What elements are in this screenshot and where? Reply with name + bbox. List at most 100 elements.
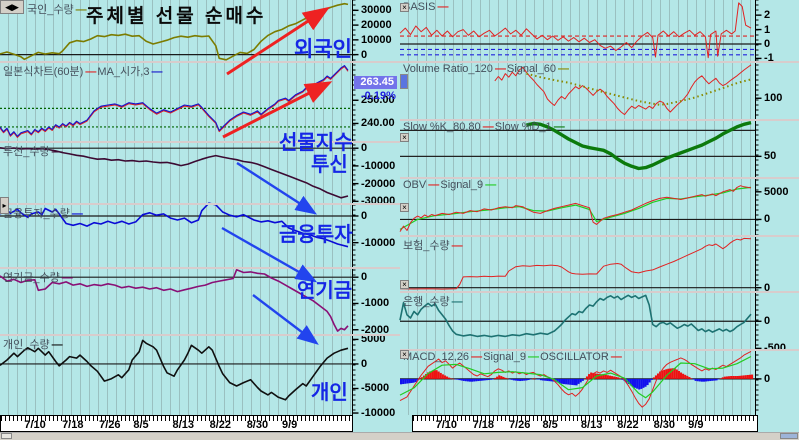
x-tick-label: 9/9 bbox=[281, 419, 298, 431]
panel-legend-pension: 연기금_수량 — bbox=[3, 269, 73, 285]
chart-panel-insurance: 보험_수량 — bbox=[399, 236, 755, 292]
close-panel-button[interactable]: × bbox=[400, 133, 409, 142]
chart-panel-bank: 은행_수량 — bbox=[399, 292, 755, 350]
legend-marker: — bbox=[49, 339, 63, 351]
legend-marker: — bbox=[449, 296, 463, 308]
panel-legend-macd: MACD_12,26 — Signal_9 — OSCILLATOR — bbox=[403, 351, 622, 363]
panel-legend-bank: 은행_수량 — bbox=[403, 293, 463, 309]
y-tick-label: 0 bbox=[764, 372, 771, 385]
y-tick-label: -20000 bbox=[361, 177, 396, 190]
OBV-line bbox=[399, 185, 752, 232]
legend-label: MA_시가,3 bbox=[97, 66, 150, 78]
x-tick-label: 8/30 bbox=[246, 419, 269, 431]
chart-panel-futures_price: 일본식차트(60분) — MA_시가,3 — bbox=[0, 62, 352, 142]
y-tick-label: 0 bbox=[361, 142, 368, 155]
x-tick-label: 7/26 bbox=[99, 419, 121, 431]
legend-marker: — bbox=[49, 146, 63, 158]
legend-label: 은행_수량 bbox=[403, 296, 450, 308]
y-tick-label: 0 bbox=[764, 37, 771, 50]
legend-label: BASIS bbox=[403, 1, 436, 13]
legend-label: 보험_수량 bbox=[403, 240, 450, 252]
panel-separator bbox=[400, 119, 799, 121]
MACD_12,26-line bbox=[399, 350, 752, 408]
y-tick-label: -10000 bbox=[361, 236, 396, 249]
y-tick-label: 0 bbox=[764, 281, 771, 294]
pan-left-right-icon: ◀▶ bbox=[5, 1, 19, 12]
panel-separator bbox=[0, 203, 400, 205]
panel-legend-insurance: 보험_수량 — bbox=[403, 237, 463, 253]
horizontal-scrollbar[interactable] bbox=[0, 432, 799, 440]
y-tick-label: 1 bbox=[764, 23, 771, 36]
panel-separator bbox=[400, 235, 799, 237]
expand-handle[interactable]: ▸ bbox=[0, 197, 9, 214]
Volume Ratio_120-line bbox=[494, 64, 752, 116]
chart-panel-individual: 개인_수량 — bbox=[0, 335, 352, 415]
panel-legend-basis: BASIS — bbox=[403, 1, 448, 13]
panel-legend-individual: 개인_수량 — bbox=[3, 336, 63, 352]
y-axis-ruler bbox=[352, 0, 359, 415]
price-change: -0.19% bbox=[361, 90, 396, 102]
x-tick-label: 8/22 bbox=[617, 419, 639, 431]
panel-separator bbox=[400, 177, 799, 179]
y-tick-label: -500 bbox=[764, 342, 786, 354]
y-tick-label: 0 bbox=[764, 315, 771, 328]
close-panel-button[interactable]: × bbox=[400, 280, 409, 289]
chart-panel-basis: BASIS — bbox=[399, 0, 755, 62]
y-tick-label: 5000 bbox=[361, 333, 386, 346]
panel-legend-fininvest: 금융투자_수량 — bbox=[3, 205, 83, 221]
legend-marker: — bbox=[555, 63, 569, 75]
x-tick-label: 7/18 bbox=[472, 419, 495, 431]
x-tick-label: 8/5 bbox=[133, 419, 149, 431]
panel-separator bbox=[400, 349, 799, 351]
tick-ruler bbox=[413, 416, 757, 421]
panel-legend-obv: OBV — Signal_9 — bbox=[403, 179, 496, 191]
legend-marker: — bbox=[492, 63, 508, 75]
close-panel-button[interactable]: × bbox=[400, 203, 409, 212]
legend-label: Signal_9 bbox=[440, 179, 484, 191]
panel-separator bbox=[0, 267, 400, 269]
legend-marker: — bbox=[435, 1, 448, 13]
vertical-scroll-thumb[interactable] bbox=[400, 74, 408, 89]
legend-marker: — bbox=[608, 351, 622, 363]
y-tick-label: -1 bbox=[764, 52, 774, 65]
y-tick-label: 20000 bbox=[361, 19, 392, 32]
legend-marker: — bbox=[59, 272, 73, 284]
right-chart-plot: BASIS — Volume Ratio_120 — Signal_60 — S… bbox=[399, 0, 755, 415]
pan-left-right-button[interactable]: ◀▶ bbox=[0, 0, 24, 14]
legend-marker: — bbox=[483, 179, 496, 191]
y-tick-label: 240.00 bbox=[361, 117, 395, 130]
expand-icon: ▸ bbox=[2, 200, 7, 210]
chart-panel-obv: OBV — Signal_9 — bbox=[399, 178, 755, 236]
x-tick-label: 8/5 bbox=[542, 419, 558, 431]
scrollbar-thumb-right[interactable] bbox=[780, 433, 798, 439]
y-tick-label: 100 bbox=[764, 92, 783, 105]
y-tick-label: 0 bbox=[361, 357, 368, 370]
panel-separator bbox=[400, 61, 799, 63]
legend-label: OBV bbox=[403, 179, 427, 191]
legend-label: OSCILLATOR bbox=[540, 351, 609, 363]
Signal_9-line bbox=[399, 355, 752, 399]
last-price-badge: 263.45 bbox=[354, 76, 397, 89]
x-tick-label: 7/18 bbox=[62, 419, 84, 431]
y-tick-label: -10000 bbox=[361, 159, 396, 172]
x-tick-label: 7/26 bbox=[508, 419, 531, 431]
y-tick-label: 30000 bbox=[361, 4, 392, 17]
scrollbar-thumb-left[interactable] bbox=[1, 433, 12, 439]
close-panel-button[interactable]: × bbox=[400, 350, 409, 359]
y-tick-label: 0 bbox=[764, 213, 771, 226]
panel-legend-tusin: 투신_수량 — bbox=[3, 143, 63, 159]
y-tick-label: -1000 bbox=[361, 297, 390, 310]
panel-separator bbox=[0, 141, 400, 143]
tick-ruler bbox=[1, 416, 352, 421]
right-x-axis: 7/10 7/18 7/26 8/5 8/13 8/22 8/30 9/9 bbox=[412, 415, 758, 432]
legend-label: 개인_수량 bbox=[3, 339, 50, 351]
chart-panel-foreign: 국인_수량 — bbox=[0, 0, 352, 62]
panel-separator bbox=[0, 61, 400, 63]
panel-separator bbox=[400, 291, 799, 293]
panel-legend-volume_ratio: Volume Ratio_120 — Signal_60 — bbox=[403, 63, 569, 75]
left-chart-axis: 30000 20000 10000 0 250.00 240.00 263.45 -0.19%… bbox=[352, 0, 400, 419]
legend-label: Slow %K_80,80 bbox=[403, 121, 481, 133]
Signal_60-line bbox=[526, 72, 752, 106]
close-panel-button[interactable]: × bbox=[400, 3, 409, 12]
